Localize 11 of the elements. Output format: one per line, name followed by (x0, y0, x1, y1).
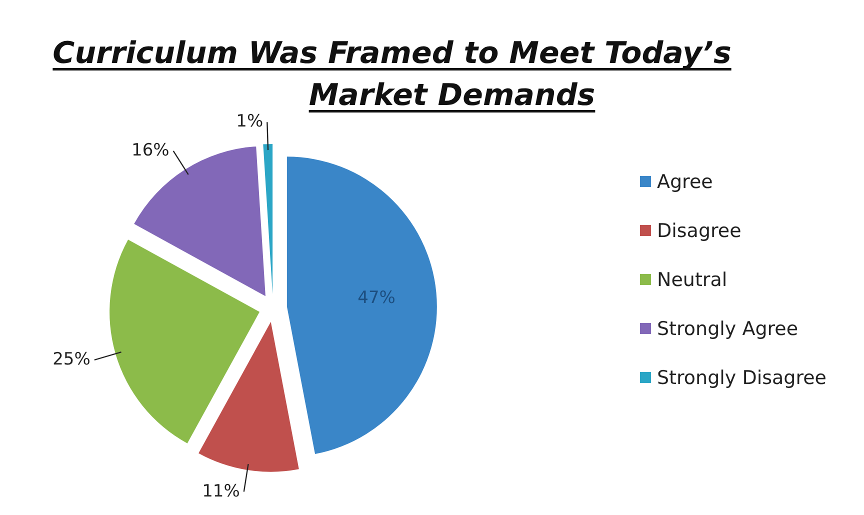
data-label: 1% (236, 112, 264, 132)
legend-label: Disagree (657, 220, 742, 242)
legend-label: Neutral (657, 269, 728, 292)
data-label: 11% (202, 481, 240, 502)
chart-title: Curriculum Was Framed to Meet Today’s Market Demands (52, 36, 732, 113)
data-label: 16% (132, 140, 170, 161)
data-label: 47% (358, 288, 396, 308)
legend-label: Strongly Disagree (657, 367, 826, 390)
legend-label: Strongly Agree (657, 318, 798, 340)
data-label: 25% (52, 350, 90, 370)
legend-label: Agree (657, 171, 713, 194)
